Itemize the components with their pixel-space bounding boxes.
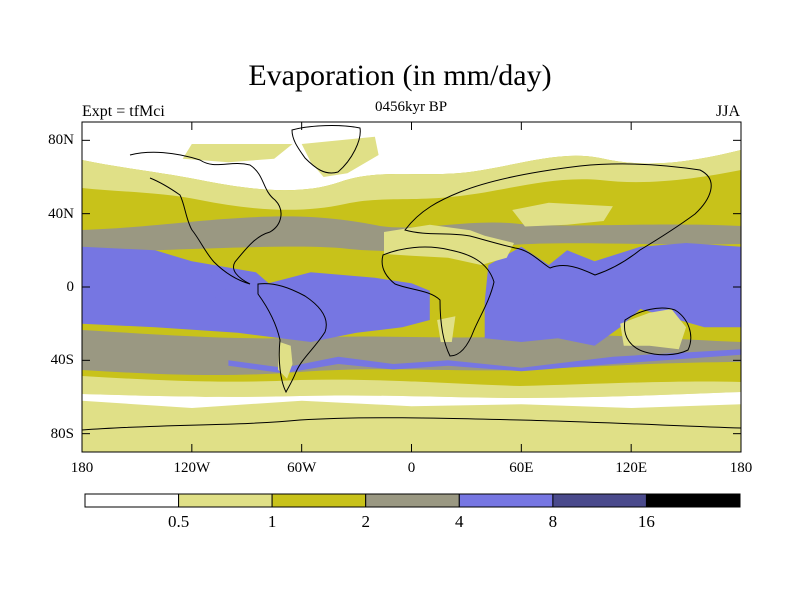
south-america-coast [257,283,327,394]
x-tick-label: 120E [615,460,647,476]
tropical-core-0 [100,265,238,306]
tropical-core-1 [521,268,723,306]
y-tick-label: 80S [50,425,74,442]
x-tick-label: 180 [729,460,753,476]
region-arctic-canada [182,144,293,163]
north-america-coast [129,151,282,285]
south-light-band [82,376,741,398]
axis-ticks [81,122,742,452]
experiment-label: Expt = tfMci [82,103,165,120]
north-light-band [82,150,741,210]
map-subtitle: 0456kyr BP [374,99,448,115]
colorbar-label: 4 [455,512,464,531]
region-sahara-arabia [384,224,514,265]
greenland-coast [291,125,361,174]
y-tick-label: 40N [48,205,74,222]
y-tick-label: 80N [48,132,74,149]
colorbar-swatch-6 [645,493,741,508]
region-greenland [301,136,379,177]
region-southern-africa-desert [437,316,456,342]
australia-coast [623,307,692,356]
eurasia-coast [404,163,712,276]
coastlines [82,125,741,431]
region-patagonia [277,342,293,379]
colorbar-swatch-3 [365,493,460,508]
colorbar-swatch-4 [458,493,554,508]
x-tick-label: 60E [509,460,534,476]
x-tick-label: 60W [287,460,317,476]
colorbar-swatch-5 [552,493,648,508]
colorbar-label: 0.5 [167,512,190,531]
region-central-asia-desert [512,202,613,227]
x-tick-label: 120W [173,460,211,476]
colorbar-label: 1 [267,512,277,531]
africa-coast [381,246,495,357]
colorbar-label: 16 [637,512,655,531]
x-tick-label: 0 [407,460,416,476]
season-label: JJA [715,103,740,120]
colorbar-label: 8 [548,512,558,531]
y-tick-label: 40S [50,352,74,369]
map-title: Evaporation (in mm/day) [248,59,552,92]
region-australia-interior [620,309,687,350]
colorbar [84,493,741,508]
colorbar-swatch-0 [84,493,180,508]
map-plot-area [82,122,741,452]
y-tick-label: 0 [66,279,75,295]
colorbar-label: 2 [361,512,370,531]
region-antarctica [82,400,741,452]
x-tick-label: 180 [70,460,94,476]
north-polar-band [82,122,741,191]
antarctica-coast [82,417,741,431]
colorbar-swatch-2 [271,493,367,508]
colorbar-swatch-1 [178,493,273,508]
